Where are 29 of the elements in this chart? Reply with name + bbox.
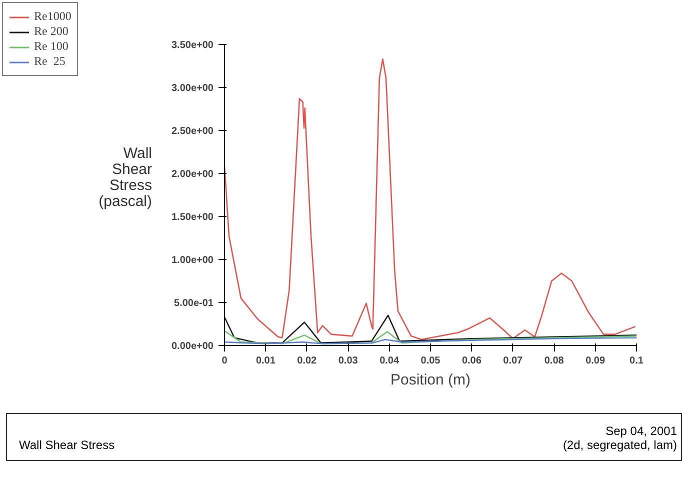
x-tick-label: 0.08	[544, 356, 564, 366]
x-tick-label: 0.03	[338, 356, 358, 366]
text: (2d, segregated, lam)	[562, 438, 677, 452]
line-series	[224, 58, 636, 340]
y-tick-label: 2.00e+00	[172, 169, 214, 180]
y-tick-label: 1.00e+00	[172, 255, 214, 266]
x-tick-label: 0.06	[462, 356, 482, 366]
x-tick-label: 0.04	[380, 356, 400, 366]
legend-label: Re 25	[34, 54, 66, 69]
x-tick-label: 0.1	[630, 356, 644, 366]
y-tick-label: 3.00e+00	[172, 83, 214, 94]
legend-label: Re 200	[34, 24, 68, 39]
legend-label: Re1000	[34, 9, 72, 24]
x-tick-label: 0	[222, 356, 228, 366]
x-tick-label: 0.07	[503, 356, 524, 366]
y-tick-label: 2.50e+00	[172, 126, 214, 137]
legend-label: Re 100	[34, 39, 68, 54]
y-tick-label: 0.00e+00	[172, 341, 214, 352]
x-tick-label: 0.01	[256, 356, 276, 366]
y-tick-label: 1.50e+00	[172, 212, 214, 223]
text: Sep 04, 2001	[606, 424, 677, 438]
x-tick-label: 0.09	[586, 356, 606, 366]
x-tick-label: 0.05	[420, 356, 441, 366]
x-axis-title: Position (m)	[390, 372, 471, 388]
x-tick-label: 0.02	[297, 356, 318, 366]
y-tick-label: 3.50e+00	[172, 40, 214, 51]
y-axis-title: Wall Shear Stress (pascal)	[98, 145, 152, 210]
y-tick-label: 5.00e-01	[174, 298, 214, 309]
text: Wall Shear Stress	[19, 438, 115, 452]
